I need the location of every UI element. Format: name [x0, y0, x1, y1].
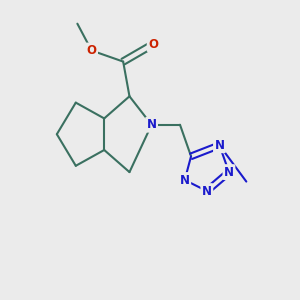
- Text: N: N: [202, 184, 212, 198]
- Text: N: N: [147, 118, 157, 131]
- Text: O: O: [87, 44, 97, 57]
- Text: N: N: [180, 173, 190, 187]
- Text: N: N: [224, 166, 234, 178]
- Text: N: N: [214, 139, 224, 152]
- Text: O: O: [148, 38, 158, 51]
